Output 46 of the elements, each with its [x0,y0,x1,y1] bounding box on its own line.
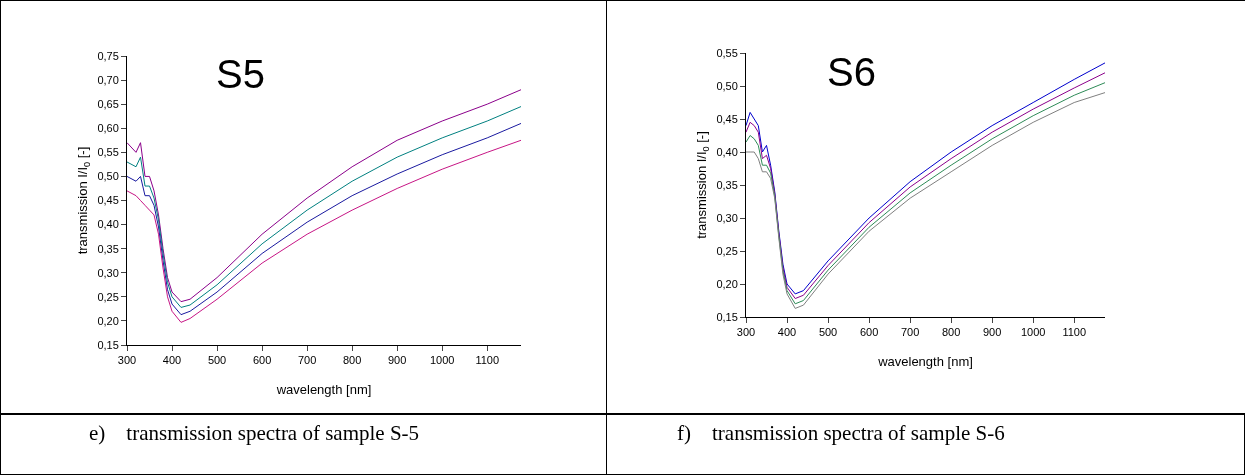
x-tick-label: 600 [859,326,879,339]
x-tick-label: 600 [252,354,272,367]
y-tick-label: 0,50 [97,170,119,183]
y-tick-label: 0,35 [716,178,738,191]
x-tick-label: 900 [387,354,407,367]
x-tick-label: 300 [117,354,137,367]
y-tick-label: 0,45 [97,194,119,207]
y-tick-label: 0,75 [97,49,119,62]
y-tick-label: 0,30 [97,266,119,279]
y-tick-label: 0,55 [97,146,119,159]
x-tick-label: 500 [818,326,838,339]
annotation: S5 [216,52,265,96]
y-tick-label: 0,50 [716,79,738,92]
x-tick-label: 800 [342,354,362,367]
x-tick-label: 700 [297,354,317,367]
x-tick-label: 700 [900,326,920,339]
y-tick-label: 0,15 [716,310,738,323]
x-tick-label: 1100 [475,354,500,367]
y-tick-label: 0,25 [97,290,119,303]
y-tick-label: 0,55 [716,46,738,59]
y-tick-label: 0,30 [716,211,738,224]
y-tick-label: 0,45 [716,112,738,125]
y-tick-label: 0,70 [97,73,119,86]
y-tick-label: 0,35 [97,242,119,255]
y-tick-label: 0,25 [716,244,738,257]
text: f) transmission spectra of sample S-6 [676,420,1006,446]
x-tick-label: 1100 [1062,326,1087,339]
x-tick-label: 1000 [1020,326,1046,339]
x-tick-label: 400 [162,354,182,367]
x-tick-label: 1000 [429,354,455,367]
x-tick-label: 400 [777,326,797,339]
y-tick-label: 0,20 [97,314,119,327]
y-tick-label: 0,15 [97,338,119,351]
y-tick-label: 0,65 [97,98,119,111]
x-tick-label: 800 [941,326,961,339]
x-tick-label: 300 [736,326,756,339]
y-tick-label: 0,60 [97,122,119,135]
annotation: S6 [827,50,876,94]
y-tick-label: 0,40 [97,218,119,231]
y-tick-label: 0,20 [716,277,738,290]
x-axis-title: wavelength [nm] [275,382,372,397]
y-tick-label: 0,40 [716,145,738,158]
text: e) transmission spectra of sample S-5 [88,420,421,446]
x-axis-title: wavelength [nm] [877,354,973,369]
x-tick-label: 900 [982,326,1002,339]
x-tick-label: 500 [207,354,227,367]
